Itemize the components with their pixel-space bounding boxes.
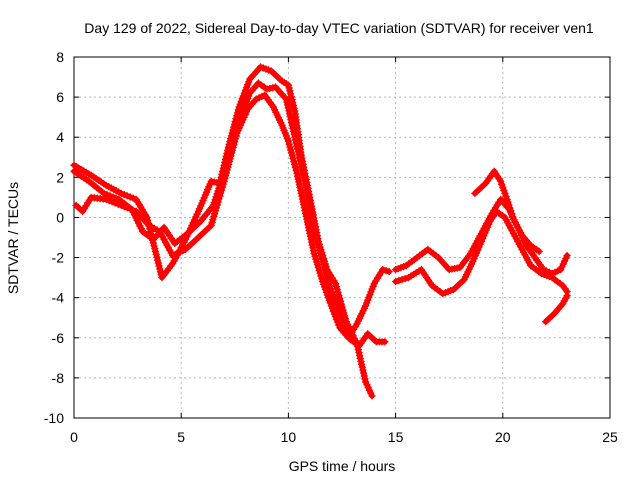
series-point-markers: [70, 63, 376, 400]
x-tick-label: 20: [495, 429, 511, 445]
x-axis-label: GPS time / hours: [289, 458, 396, 474]
series-sat-c: [72, 91, 393, 342]
series-line: [71, 64, 375, 399]
y-tick-label: -2: [52, 250, 65, 266]
series-sat-a: [70, 63, 376, 400]
x-tick-label: 0: [70, 429, 78, 445]
series-sat-g: [542, 292, 571, 326]
series-sat-f: [471, 167, 543, 256]
y-tick-label: 0: [56, 209, 64, 225]
grid: [74, 57, 610, 418]
y-tick-label: 8: [56, 49, 64, 65]
y-tick-label: 6: [56, 89, 64, 105]
series-point-markers: [471, 167, 543, 256]
x-tick-label: 15: [388, 429, 404, 445]
y-tick-label: -8: [52, 370, 65, 386]
series-point-markers: [391, 207, 571, 298]
x-tick-label: 10: [281, 429, 297, 445]
series-sat-e: [391, 207, 571, 298]
x-tick-label: 5: [177, 429, 185, 445]
chart-title: Day 129 of 2022, Sidereal Day-to-day VTE…: [84, 20, 594, 36]
y-tick-label: 2: [56, 169, 64, 185]
y-axis-label: SDTVAR / TECUs: [5, 182, 21, 294]
axis-ticks: 0 5 10 15 20 25 -10 -8 -6 -4 -2 0 2 4 6 8: [44, 49, 618, 445]
y-tick-label: 4: [56, 129, 64, 145]
series-point-markers: [70, 79, 389, 350]
series-point-markers: [72, 91, 393, 342]
series-layer: [70, 63, 571, 400]
y-tick-label: -6: [52, 330, 65, 346]
series-point-markers: [542, 292, 571, 326]
x-tick-label: 25: [602, 429, 618, 445]
plot-frame: [73, 56, 611, 419]
y-tick-label: -10: [44, 410, 64, 426]
y-tick-label: -4: [52, 290, 65, 306]
series-sat-b: [70, 79, 389, 350]
